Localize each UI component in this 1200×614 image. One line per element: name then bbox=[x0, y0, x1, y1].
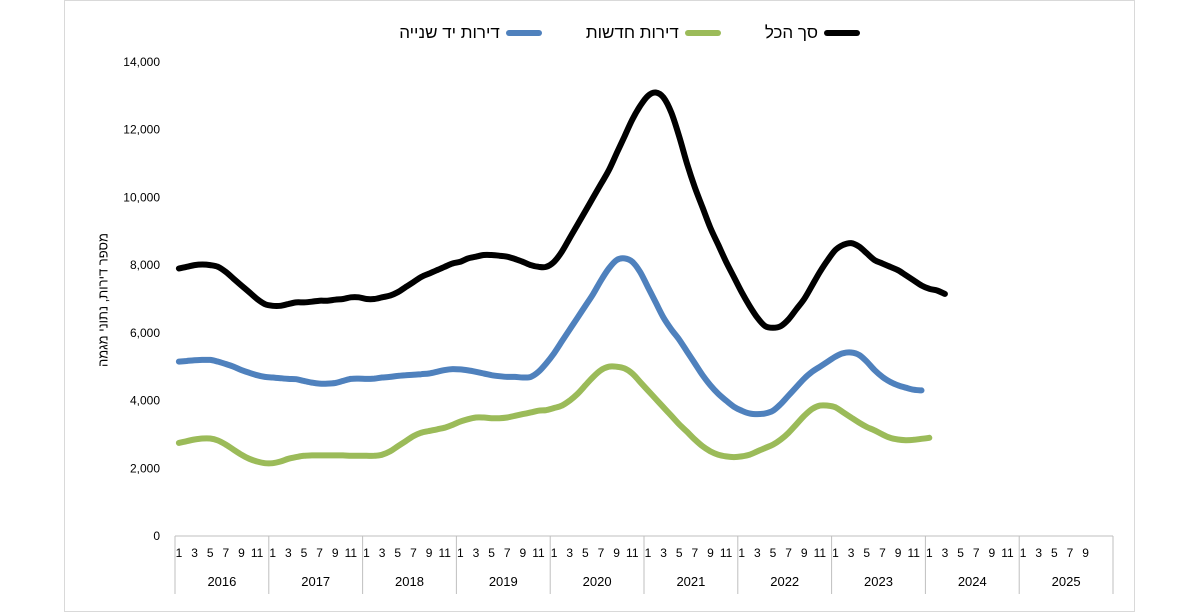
x-month-label: 11 bbox=[720, 546, 733, 560]
x-year-label: 2021 bbox=[676, 574, 705, 589]
x-month-label: 3 bbox=[473, 546, 480, 560]
x-month-label: 7 bbox=[504, 546, 511, 560]
x-month-label: 3 bbox=[754, 546, 761, 560]
x-year-label: 2022 bbox=[770, 574, 799, 589]
x-month-label: 9 bbox=[707, 546, 714, 560]
x-month-label: 11 bbox=[907, 546, 920, 560]
series-line-second-hand bbox=[175, 255, 925, 418]
x-month-label: 1 bbox=[926, 546, 933, 560]
x-month-label: 1 bbox=[176, 546, 183, 560]
x-month-label: 1 bbox=[645, 546, 652, 560]
legend: סך הכל דירות חדשות דירות יד שנייה bbox=[360, 20, 860, 46]
x-month-label: 7 bbox=[222, 546, 229, 560]
x-month-label: 5 bbox=[301, 546, 308, 560]
x-month-label: 3 bbox=[942, 546, 949, 560]
x-month-label: 1 bbox=[457, 546, 464, 560]
x-month-label: 7 bbox=[1067, 546, 1074, 560]
series-line-total bbox=[175, 89, 948, 331]
x-month-label: 9 bbox=[519, 546, 526, 560]
x-year-label: 2018 bbox=[395, 574, 424, 589]
x-year-label: 2019 bbox=[489, 574, 518, 589]
x-year-label: 2025 bbox=[1052, 574, 1081, 589]
x-month-label: 5 bbox=[1051, 546, 1058, 560]
x-month-label: 7 bbox=[785, 546, 792, 560]
x-year-label: 2023 bbox=[864, 574, 893, 589]
x-month-label: 5 bbox=[863, 546, 870, 560]
x-month-label: 3 bbox=[660, 546, 667, 560]
x-month-label: 3 bbox=[379, 546, 386, 560]
x-month-label: 11 bbox=[814, 546, 827, 560]
y-tick-label: 2,000 bbox=[130, 461, 160, 475]
legend-item-new: דירות חדשות bbox=[586, 23, 721, 43]
x-month-label: 3 bbox=[1035, 546, 1042, 560]
x-month-label: 5 bbox=[207, 546, 214, 560]
y-tick-label: 8,000 bbox=[130, 258, 160, 272]
x-month-label: 9 bbox=[238, 546, 245, 560]
x-month-label: 7 bbox=[691, 546, 698, 560]
x-month-label: 5 bbox=[957, 546, 964, 560]
x-month-label: 1 bbox=[1020, 546, 1027, 560]
x-month-label: 9 bbox=[895, 546, 902, 560]
x-month-label: 11 bbox=[251, 546, 264, 560]
x-month-label: 3 bbox=[285, 546, 292, 560]
x-month-label: 11 bbox=[626, 546, 639, 560]
x-month-label: 9 bbox=[801, 546, 808, 560]
x-month-label: 1 bbox=[738, 546, 745, 560]
x-month-label: 11 bbox=[1001, 546, 1014, 560]
y-tick-label: 4,000 bbox=[130, 394, 160, 408]
x-month-label: 11 bbox=[532, 546, 545, 560]
x-month-label: 11 bbox=[438, 546, 451, 560]
chart-area bbox=[64, 0, 1135, 612]
x-month-label: 5 bbox=[394, 546, 401, 560]
x-month-label: 7 bbox=[598, 546, 605, 560]
x-month-label: 5 bbox=[488, 546, 495, 560]
series-line-new bbox=[175, 363, 933, 467]
x-year-label: 2016 bbox=[207, 574, 236, 589]
x-year-label: 2024 bbox=[958, 574, 987, 589]
legend-item-second-hand: דירות יד שנייה bbox=[399, 23, 542, 43]
legend-label-second-hand: דירות יד שנייה bbox=[399, 23, 500, 42]
x-month-label: 5 bbox=[676, 546, 683, 560]
x-month-label: 7 bbox=[879, 546, 886, 560]
y-tick-label: 14,000 bbox=[123, 55, 160, 69]
legend-label-total: סך הכל bbox=[764, 23, 818, 42]
y-tick-label: 0 bbox=[153, 529, 160, 543]
legend-line-new bbox=[684, 30, 721, 36]
x-month-label: 5 bbox=[582, 546, 589, 560]
x-month-label: 7 bbox=[973, 546, 980, 560]
legend-item-total: סך הכל bbox=[765, 23, 860, 43]
x-month-label: 9 bbox=[332, 546, 339, 560]
y-tick-label: 6,000 bbox=[130, 326, 160, 340]
x-month-label: 3 bbox=[848, 546, 855, 560]
x-month-label: 9 bbox=[426, 546, 433, 560]
x-month-label: 1 bbox=[269, 546, 276, 560]
x-month-label: 9 bbox=[1082, 546, 1089, 560]
legend-line-second-hand bbox=[505, 30, 542, 36]
x-month-label: 3 bbox=[191, 546, 198, 560]
x-month-label: 1 bbox=[832, 546, 839, 560]
legend-label-new: דירות חדשות bbox=[585, 23, 679, 42]
x-month-label: 9 bbox=[613, 546, 620, 560]
legend-line-total bbox=[824, 30, 860, 36]
x-month-label: 7 bbox=[316, 546, 323, 560]
y-tick-label: 10,000 bbox=[123, 190, 160, 204]
x-year-label: 2020 bbox=[583, 574, 612, 589]
x-month-label: 11 bbox=[345, 546, 358, 560]
y-tick-label: 12,000 bbox=[123, 123, 160, 137]
x-month-label: 9 bbox=[988, 546, 995, 560]
x-month-label: 7 bbox=[410, 546, 417, 560]
x-month-label: 1 bbox=[551, 546, 558, 560]
x-year-label: 2017 bbox=[301, 574, 330, 589]
x-month-label: 5 bbox=[770, 546, 777, 560]
x-month-label: 3 bbox=[566, 546, 573, 560]
x-month-label: 1 bbox=[363, 546, 370, 560]
